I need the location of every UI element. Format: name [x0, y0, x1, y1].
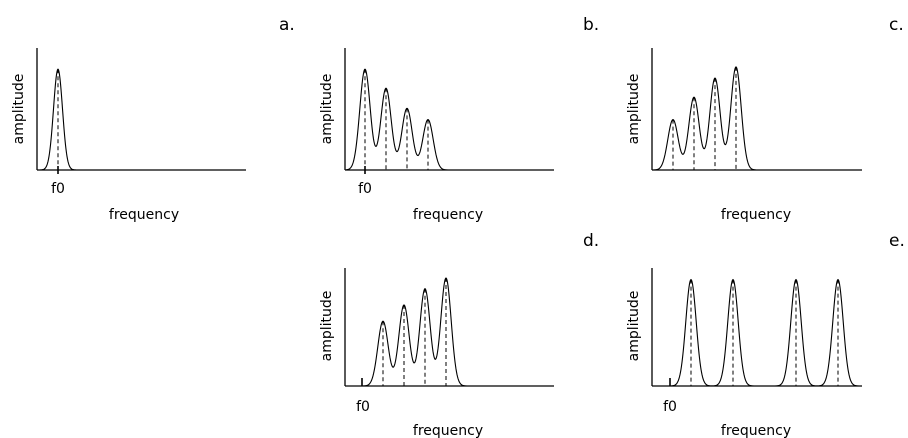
panel-b-spectrum-curve	[345, 68, 450, 171]
panel-e-f0-label: f0	[663, 399, 677, 415]
panel-a-spectrum-curve	[38, 68, 110, 171]
panel-d-y-label: amplitude	[319, 291, 335, 362]
panel-b-f0-label: f0	[358, 181, 372, 197]
panel-letter-b: b.	[583, 15, 599, 35]
panel-c-x-label: frequency	[721, 207, 791, 223]
panel-c-y-label: amplitude	[626, 74, 642, 145]
panel-a-y-label: amplitude	[11, 74, 27, 145]
panel-e-spectrum-curve	[671, 278, 862, 387]
panel-a-f0-label: f0	[51, 181, 65, 197]
panel-letter-d: d.	[583, 231, 599, 251]
panel-e-y-label: amplitude	[626, 291, 642, 362]
panel-letter-a: a.	[279, 15, 295, 35]
panel-d: amplitude f0 frequency	[319, 268, 554, 438]
panel-e: amplitude f0 frequency	[626, 268, 862, 438]
panel-c-spectrum-curve	[653, 66, 756, 171]
panel-b-x-label: frequency	[413, 207, 483, 223]
panel-a-x-label: frequency	[109, 207, 179, 223]
panel-a: amplitude f0 frequency	[11, 48, 246, 223]
panel-e-x-label: frequency	[721, 423, 791, 438]
panel-d-f0-label: f0	[356, 399, 370, 415]
panel-letter-c: c.	[889, 15, 904, 35]
panel-letter-e: e.	[889, 231, 905, 251]
panel-b-y-label: amplitude	[319, 74, 335, 145]
panel-b: amplitude f0 frequency	[319, 48, 554, 223]
panel-c: amplitude frequency	[626, 48, 862, 223]
panel-d-x-label: frequency	[413, 423, 483, 438]
panel-d-spectrum-curve	[362, 277, 468, 387]
